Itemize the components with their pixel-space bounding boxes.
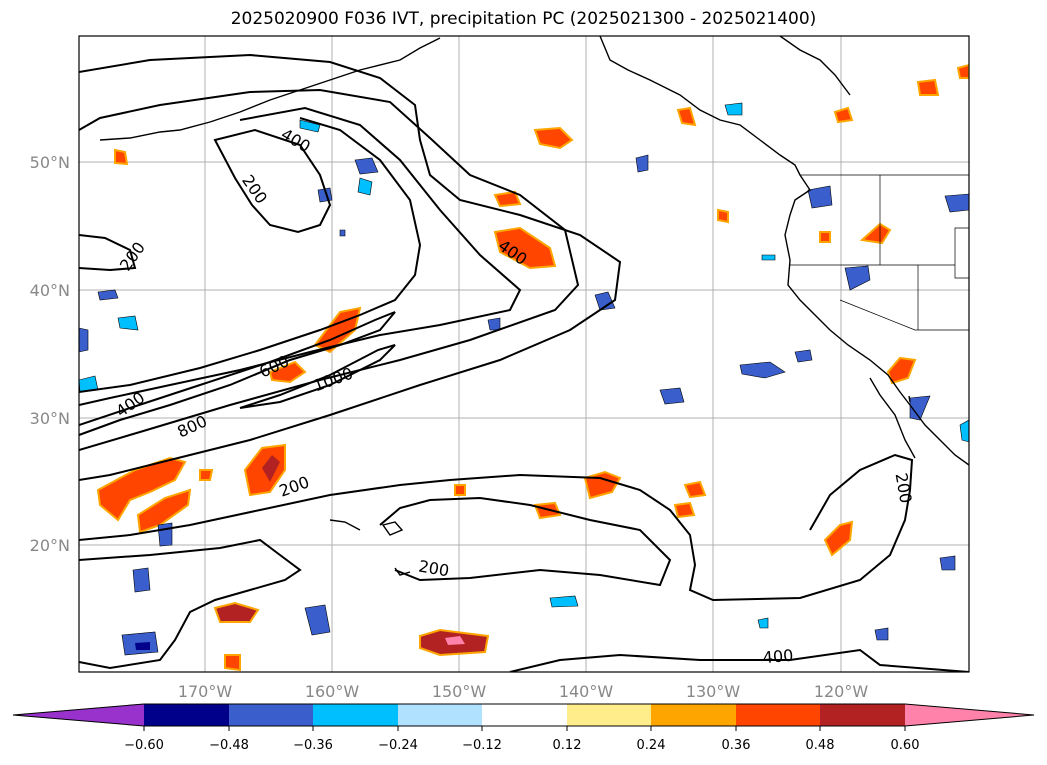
colorbar-segment [820, 704, 905, 726]
lon-label: 150°W [432, 682, 487, 701]
colorbar-tick-label: 0.48 [806, 738, 835, 753]
latitude-labels: 50°N 40°N 30°N 20°N [30, 153, 70, 555]
longitude-labels: 170°W 160°W 150°W 140°W 130°W 120°W [178, 682, 869, 701]
lat-label: 30°N [30, 409, 70, 428]
ivt-contours [79, 53, 969, 672]
contour-label: 200 [277, 472, 312, 500]
colorbar-segment [651, 704, 736, 726]
colorbar-tick-label: −0.12 [462, 738, 502, 753]
colorbar-tick-label: 0.36 [722, 738, 751, 753]
contour-label: 200 [891, 471, 915, 504]
lat-label: 50°N [30, 153, 70, 172]
state-borders [790, 174, 969, 331]
contour-label: 400 [112, 388, 148, 421]
map-frame [78, 35, 970, 673]
gridlines [79, 36, 969, 672]
lat-label: 20°N [30, 536, 70, 555]
lon-label: 160°W [305, 682, 360, 701]
colorbar-segment [144, 704, 229, 726]
colorbar-segment [13, 704, 144, 726]
colorbar-segment [905, 704, 1034, 726]
colorbar-tick-label: −0.36 [293, 738, 333, 753]
contour-label: 200 [238, 171, 271, 207]
precip-positive-patches [96, 63, 969, 672]
colorbar-segment [229, 704, 313, 726]
map-title: 2025020900 F036 IVT, precipitation PC (2… [230, 9, 817, 29]
colorbar-tick-label: −0.24 [378, 738, 418, 753]
colorbar-segment [567, 704, 651, 726]
colorbar-segment [736, 704, 820, 726]
contour-label: 1000 [311, 364, 356, 396]
lon-label: 170°W [178, 682, 233, 701]
colorbar-tick-label: −0.48 [209, 738, 249, 753]
colorbar-segment [482, 704, 567, 726]
colorbar-tick-label: −0.60 [124, 738, 164, 753]
contour-labels: 200 200 400 400 400 600 800 1000 200 200… [112, 125, 915, 668]
colorbar-tick-label: 0.24 [637, 738, 666, 753]
colorbar-segment [313, 704, 398, 726]
lon-label: 130°W [686, 682, 741, 701]
lon-label: 120°W [814, 682, 869, 701]
lat-label: 40°N [30, 281, 70, 300]
precip-negative-patches [79, 102, 969, 656]
colorbar-tick-label: 0.12 [553, 738, 582, 753]
colorbar: −0.60 −0.48 −0.36 −0.24 −0.12 0.12 0.24 … [12, 703, 1035, 753]
coastlines [99, 36, 969, 576]
contour-label: 200 [417, 556, 450, 580]
colorbar-ticks [143, 726, 906, 731]
colorbar-tick-label: 0.60 [891, 738, 920, 753]
contour-label: 400 [762, 646, 794, 668]
colorbar-segment [398, 704, 482, 726]
lon-label: 140°W [559, 682, 614, 701]
